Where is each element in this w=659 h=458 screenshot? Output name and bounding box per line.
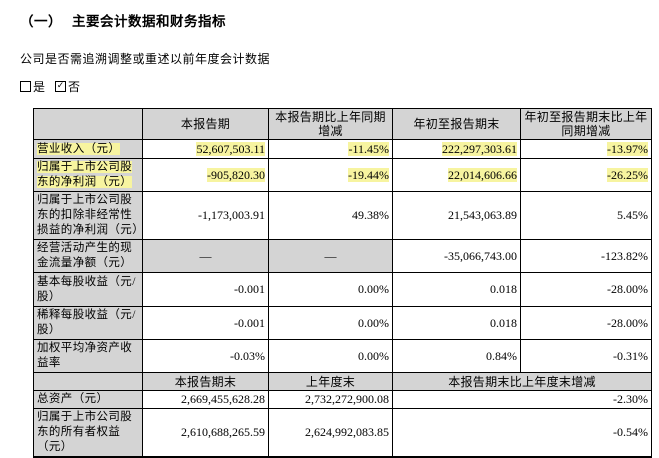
header-period-end: 本报告期末 bbox=[142, 372, 269, 391]
cell-empty-dash: — bbox=[268, 239, 393, 273]
cell-value: -0.03% bbox=[142, 339, 269, 373]
table-row-net-profit: 归属于上市公司股东的净利润（元） -905,820.30 -19.44% 22,… bbox=[33, 158, 652, 192]
cell-value: 222,297,303.61 bbox=[392, 139, 521, 159]
row-label: 营业收入（元） bbox=[33, 139, 143, 159]
cell-value: -28.00% bbox=[520, 272, 652, 307]
section-number: （一） bbox=[20, 14, 62, 29]
table-row-owners-equity: 归属于上市公司股东的所有者权益（元） 2,610,688,265.59 2,62… bbox=[33, 408, 652, 458]
cell-value: 0.84% bbox=[392, 339, 521, 373]
cell-value: 21,543,063.89 bbox=[392, 191, 521, 240]
header-prev-year-end: 上年度末 bbox=[268, 372, 393, 391]
cell-value: 0.00% bbox=[268, 339, 393, 373]
checkbox-option-yes[interactable]: 是 bbox=[20, 78, 45, 95]
row-label: 归属于上市公司股东的净利润（元） bbox=[33, 158, 143, 192]
cell-value: -0.31% bbox=[520, 339, 652, 373]
cell-value: -28.00% bbox=[520, 306, 652, 340]
checkbox-option-no[interactable]: ✓ 否 bbox=[55, 78, 80, 95]
row-label: 归属于上市公司股东的所有者权益（元） bbox=[33, 408, 143, 458]
header-period-end-change: 本报告期末比上年度末增减 bbox=[392, 372, 652, 391]
cell-value: -26.25% bbox=[520, 158, 652, 192]
cell-value: 2,610,688,265.59 bbox=[142, 408, 269, 458]
cell-value: -0.54% bbox=[392, 408, 652, 458]
cell-value: 2,669,455,628.28 bbox=[142, 390, 269, 409]
section-title: （一） 主要会计数据和财务指标 bbox=[20, 10, 659, 30]
row-label: 归属于上市公司股东的扣除非经常性损益的净利润（元） bbox=[33, 191, 143, 240]
row-label: 稀释每股收益（元/股） bbox=[33, 306, 143, 340]
cell-value: -905,820.30 bbox=[142, 158, 269, 192]
checkbox-no-label: 否 bbox=[68, 80, 81, 94]
cell-value: 49.38% bbox=[268, 191, 393, 240]
cell-value: -1,173,003.91 bbox=[142, 191, 269, 240]
row-label: 加权平均净资产收益率 bbox=[33, 339, 143, 373]
cell-value: 0.018 bbox=[392, 272, 521, 307]
cell-value: 2,732,272,900.08 bbox=[268, 390, 393, 409]
table-row-total-assets: 总资产（元） 2,669,455,628.28 2,732,272,900.08… bbox=[33, 390, 652, 409]
cell-value: -0.001 bbox=[142, 306, 269, 340]
table-row-diluted-eps: 稀释每股收益（元/股） -0.001 0.00% 0.018 -28.00% bbox=[33, 306, 652, 340]
cell-value: 2,624,992,083.85 bbox=[268, 408, 393, 458]
table-row-weighted-avg-roe: 加权平均净资产收益率 -0.03% 0.00% 0.84% -0.31% bbox=[33, 339, 652, 373]
restate-question: 公司是否需追溯调整或重述以前年度会计数据 bbox=[20, 52, 271, 66]
checkbox-yes-label: 是 bbox=[33, 80, 46, 94]
cell-value: -0.001 bbox=[142, 272, 269, 307]
cell-value: 0.00% bbox=[268, 272, 393, 307]
cell-value: -35,066,743.00 bbox=[392, 239, 521, 273]
restate-answer-row: 是 ✓ 否 bbox=[20, 78, 659, 95]
cell-value: 0.00% bbox=[268, 306, 393, 340]
header-empty bbox=[33, 372, 143, 391]
cell-value: -123.82% bbox=[520, 239, 652, 273]
checkbox-checked-icon[interactable]: ✓ bbox=[55, 81, 67, 92]
cell-value: -19.44% bbox=[268, 158, 393, 192]
financial-indicators-table: 本报告期 本报告期比上年同期增减 年初至报告期末 年初至报告期末比上年同期增减 … bbox=[33, 108, 652, 458]
section-title-text: 主要会计数据和财务指标 bbox=[72, 14, 226, 29]
row-label: 经营活动产生的现金流量净额（元） bbox=[33, 239, 143, 273]
row-label: 总资产（元） bbox=[33, 390, 143, 409]
table-row-operating-cash-flow: 经营活动产生的现金流量净额（元） — — -35,066,743.00 -123… bbox=[33, 239, 652, 273]
header-ytd-yoy: 年初至报告期末比上年同期增减 bbox=[520, 108, 652, 140]
cell-empty-dash: — bbox=[142, 239, 269, 273]
table-row-basic-eps: 基本每股收益（元/股） -0.001 0.00% 0.018 -28.00% bbox=[33, 272, 652, 307]
table-row-revenue: 营业收入（元） 52,607,503.11 -11.45% 222,297,30… bbox=[33, 139, 652, 159]
cell-value: -11.45% bbox=[268, 139, 393, 159]
cell-value: -2.30% bbox=[392, 390, 652, 409]
cell-value: -13.97% bbox=[520, 139, 652, 159]
cell-value: 52,607,503.11 bbox=[142, 139, 269, 159]
row-label: 基本每股收益（元/股） bbox=[33, 272, 143, 307]
table-row-net-profit-deducted: 归属于上市公司股东的扣除非经常性损益的净利润（元） -1,173,003.91 … bbox=[33, 191, 652, 240]
header-ytd: 年初至报告期末 bbox=[392, 108, 521, 140]
checkbox-unchecked-icon[interactable] bbox=[20, 81, 31, 92]
header-current-period: 本报告期 bbox=[142, 108, 269, 140]
header-empty bbox=[33, 108, 143, 140]
table-header-row-1: 本报告期 本报告期比上年同期增减 年初至报告期末 年初至报告期末比上年同期增减 bbox=[33, 108, 652, 140]
cell-value: 22,014,606.66 bbox=[392, 158, 521, 192]
cell-value: 5.45% bbox=[520, 191, 652, 240]
cell-value: 0.018 bbox=[392, 306, 521, 340]
header-current-period-yoy: 本报告期比上年同期增减 bbox=[268, 108, 393, 140]
table-header-row-2: 本报告期末 上年度末 本报告期末比上年度末增减 bbox=[33, 372, 652, 391]
